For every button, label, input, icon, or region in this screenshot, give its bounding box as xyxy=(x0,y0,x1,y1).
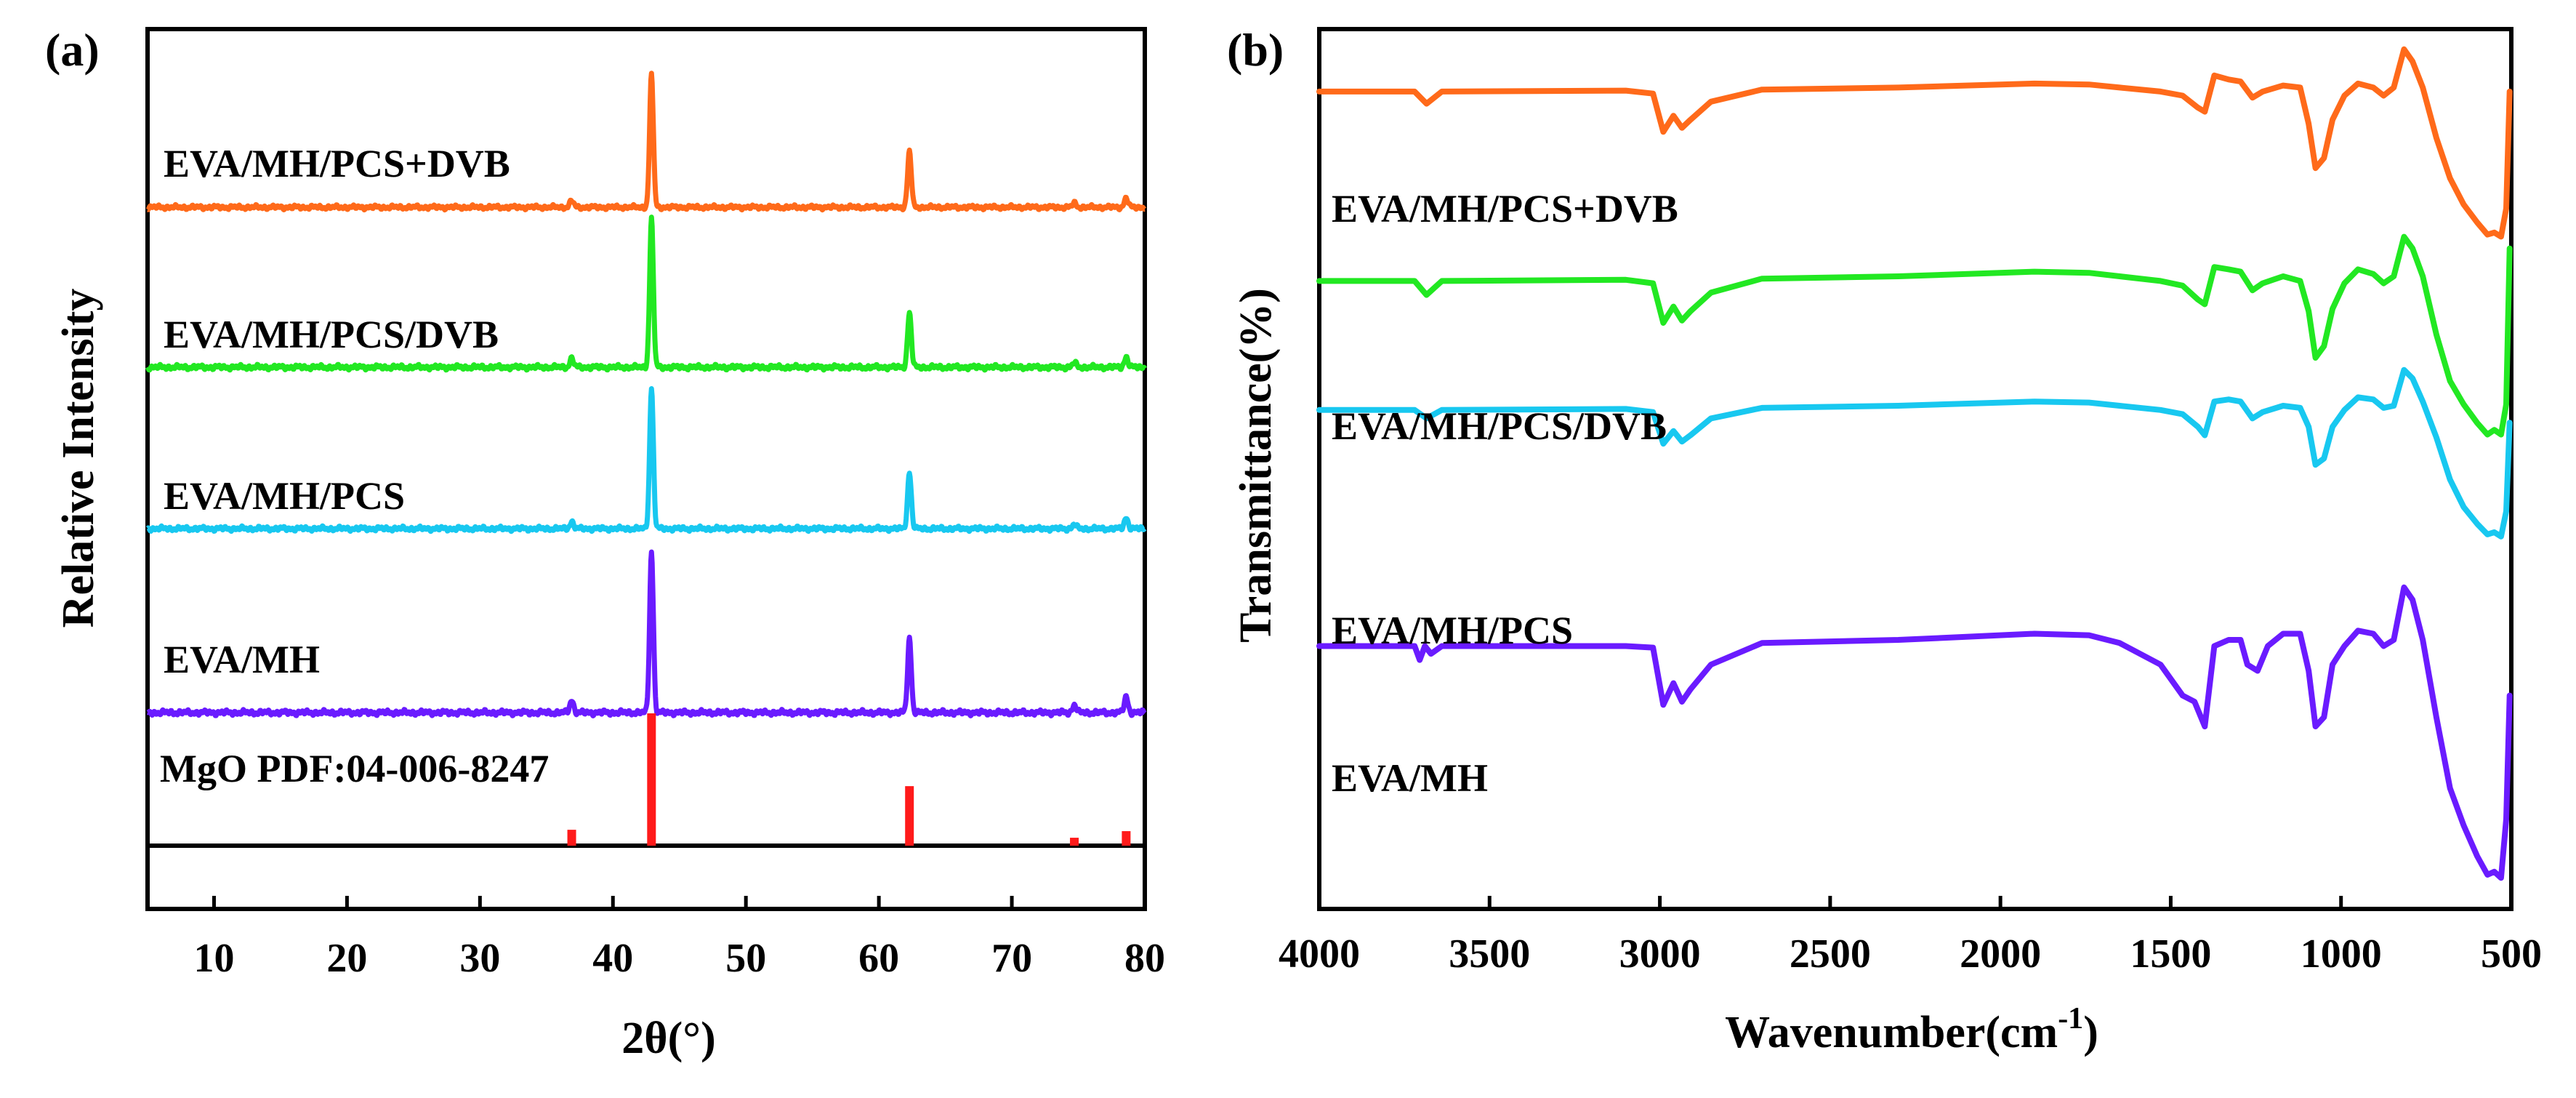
panel-a-x-tick-label: 40 xyxy=(592,936,633,981)
panel-b-x-axis-title: Wavenumber(cm-1) xyxy=(1725,1002,2098,1057)
panel-b-series-line xyxy=(1316,233,2513,438)
panel-a-x-tick-label: 30 xyxy=(459,936,500,981)
panel-b-x-axis-title-superscript: -1 xyxy=(2058,1002,2083,1035)
panel-a-series-line xyxy=(145,386,1147,534)
panel-b-y-axis-title: Transmittance(%) xyxy=(1231,288,1281,643)
panel-a-series-line xyxy=(145,549,1147,718)
panel-a-x-ticks xyxy=(212,896,1147,909)
panel-b-ftir-chart: (b) 4000 3500 3000 2500 2000 1500 1000 500 EVA/… xyxy=(1227,24,2542,1057)
panel-b-x-tick-label: 1500 xyxy=(2130,931,2211,977)
panel-b-x-axis-title-close: ) xyxy=(2083,1008,2098,1057)
panel-b-series-label: EVA/MH/PCS/DVB xyxy=(1332,404,1667,448)
panel-a-x-tick-label: 20 xyxy=(326,936,367,981)
panel-b-series-label: EVA/MH/PCS+DVB xyxy=(1332,187,1678,231)
panel-a-letter: (a) xyxy=(45,24,100,76)
panel-b-series-line xyxy=(1316,46,2513,240)
panel-a-series-line xyxy=(145,215,1148,373)
panel-b-x-tick-label: 1000 xyxy=(2301,931,2382,977)
panel-a-x-tick-label: 50 xyxy=(725,936,766,981)
panel-a-x-tick-label: 10 xyxy=(193,936,234,981)
panel-b-series-label: EVA/MH xyxy=(1332,756,1488,800)
panel-b-x-tick-label: 2500 xyxy=(1790,931,1871,977)
panel-a-series-group xyxy=(145,71,1148,718)
panel-b-x-ticks xyxy=(1317,896,2513,909)
panel-a-reference-label: MgO PDF:04-006-8247 xyxy=(160,747,549,790)
panel-a-series-labels: EVA/MH EVA/MH/PCS EVA/MH/PCS/DVB EVA/MH/PCS… xyxy=(160,142,549,790)
panel-a-y-axis-title: Relative Intensity xyxy=(54,289,103,628)
panel-a-frame xyxy=(145,27,1147,911)
panel-b-series-label: EVA/MH/PCS xyxy=(1332,609,1573,652)
panel-b-series-labels: EVA/MH EVA/MH/PCS EVA/MH/PCS/DVB EVA/MH/PCS… xyxy=(1332,187,1678,800)
panel-b-x-tick-label: 3000 xyxy=(1619,931,1701,977)
panel-a-xrd-chart: (a) 10 20 30 40 50 60 70 80 EVA/MHEVA/MH/PCSEVA… xyxy=(45,24,1165,1063)
panel-a-reference-group xyxy=(567,713,1131,846)
panel-a-x-axis-title: 2θ(°) xyxy=(621,1014,715,1063)
panel-a-x-tick-label: 80 xyxy=(1124,936,1165,981)
panel-b-x-tick-label: 500 xyxy=(2481,931,2542,977)
panel-a-x-tick-label: 70 xyxy=(991,936,1032,981)
panel-b-series-group xyxy=(1316,46,2513,881)
panel-a-series-label: EVA/MH xyxy=(164,638,320,681)
panel-a-series-label: EVA/MH/PCS xyxy=(164,474,405,518)
panel-b-series-line xyxy=(1316,366,2513,540)
panel-b-frame xyxy=(1317,27,2513,911)
panel-a-x-tick-labels: 10 20 30 40 50 60 70 80 xyxy=(193,936,1165,981)
panel-b-x-tick-label: 4000 xyxy=(1279,931,1360,977)
panel-a-series-label: EVA/MH/PCS+DVB xyxy=(164,142,510,185)
panel-b-x-axis-title-main: Wavenumber(cm xyxy=(1725,1008,2058,1057)
panel-b-letter: (b) xyxy=(1227,24,1284,76)
panel-a-series-label: EVA/MH/PCS/DVB xyxy=(164,313,499,356)
panel-b-x-tick-labels: 4000 3500 3000 2500 2000 1500 1000 500 xyxy=(1279,931,2542,977)
panel-b-x-tick-label: 2000 xyxy=(1960,931,2041,977)
panel-a-x-tick-label: 60 xyxy=(858,936,899,981)
panel-b-x-tick-label: 3500 xyxy=(1449,931,1530,977)
panel-a-series-line xyxy=(145,71,1147,213)
panel-b-series-line xyxy=(1316,584,2513,881)
